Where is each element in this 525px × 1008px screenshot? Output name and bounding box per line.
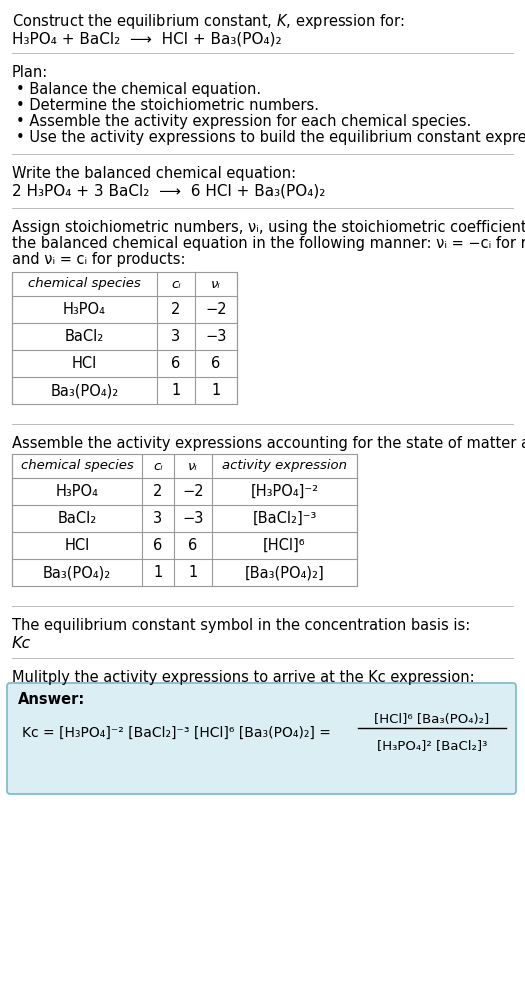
Text: [H₃PO₄]⁻²: [H₃PO₄]⁻² [250, 484, 319, 499]
Text: [Ba₃(PO₄)₂]: [Ba₃(PO₄)₂] [245, 565, 324, 580]
Text: cᵢ: cᵢ [171, 277, 181, 290]
Text: 6: 6 [188, 538, 197, 553]
Text: • Assemble the activity expression for each chemical species.: • Assemble the activity expression for e… [16, 114, 471, 129]
Text: and νᵢ = cᵢ for products:: and νᵢ = cᵢ for products: [12, 252, 185, 267]
Text: BaCl₂: BaCl₂ [57, 511, 97, 526]
Text: BaCl₂: BaCl₂ [65, 329, 104, 344]
Text: The equilibrium constant symbol in the concentration basis is:: The equilibrium constant symbol in the c… [12, 618, 470, 633]
Text: Assign stoichiometric numbers, νᵢ, using the stoichiometric coefficients, cᵢ, fr: Assign stoichiometric numbers, νᵢ, using… [12, 220, 525, 235]
Text: 1: 1 [171, 383, 181, 398]
Text: Mulitply the activity expressions to arrive at the Kᴄ expression:: Mulitply the activity expressions to arr… [12, 670, 475, 685]
Text: −2: −2 [205, 302, 227, 317]
Text: 6: 6 [212, 356, 220, 371]
Text: Construct the equilibrium constant, $K$, expression for:: Construct the equilibrium constant, $K$,… [12, 12, 405, 31]
Text: the balanced chemical equation in the following manner: νᵢ = −cᵢ for reactants: the balanced chemical equation in the fo… [12, 236, 525, 251]
Text: H₃PO₄: H₃PO₄ [63, 302, 106, 317]
Text: νᵢ: νᵢ [211, 277, 221, 290]
Text: −2: −2 [182, 484, 204, 499]
Text: 2: 2 [153, 484, 163, 499]
Text: • Use the activity expressions to build the equilibrium constant expression.: • Use the activity expressions to build … [16, 130, 525, 145]
Text: [HCl]⁶ [Ba₃(PO₄)₂]: [HCl]⁶ [Ba₃(PO₄)₂] [374, 713, 490, 726]
Text: Ba₃(PO₄)₂: Ba₃(PO₄)₂ [43, 565, 111, 580]
Text: HCl: HCl [65, 538, 90, 553]
Text: chemical species: chemical species [28, 277, 141, 290]
Text: H₃PO₄ + BaCl₂  ⟶  HCl + Ba₃(PO₄)₂: H₃PO₄ + BaCl₂ ⟶ HCl + Ba₃(PO₄)₂ [12, 31, 281, 46]
Text: Plan:: Plan: [12, 65, 48, 80]
Bar [12, 454, 357, 586]
Text: Answer:: Answer: [18, 692, 85, 707]
Text: Assemble the activity expressions accounting for the state of matter and νᵢ:: Assemble the activity expressions accoun… [12, 436, 525, 451]
FancyBboxPatch shape [7, 683, 516, 794]
Text: cᵢ: cᵢ [153, 460, 163, 473]
Text: 2: 2 [171, 302, 181, 317]
Text: • Determine the stoichiometric numbers.: • Determine the stoichiometric numbers. [16, 98, 319, 113]
Text: 3: 3 [153, 511, 163, 526]
Text: 2 H₃PO₄ + 3 BaCl₂  ⟶  6 HCl + Ba₃(PO₄)₂: 2 H₃PO₄ + 3 BaCl₂ ⟶ 6 HCl + Ba₃(PO₄)₂ [12, 184, 326, 199]
Text: νᵢ: νᵢ [188, 460, 198, 473]
Bar [12, 272, 237, 404]
Text: H₃PO₄: H₃PO₄ [56, 484, 99, 499]
Text: 1: 1 [153, 565, 163, 580]
Text: −3: −3 [182, 511, 204, 526]
Text: 3: 3 [172, 329, 181, 344]
Text: Ba₃(PO₄)₂: Ba₃(PO₄)₂ [50, 383, 119, 398]
Text: activity expression: activity expression [222, 460, 347, 473]
Text: −3: −3 [205, 329, 227, 344]
Text: 6: 6 [153, 538, 163, 553]
Text: 6: 6 [171, 356, 181, 371]
Text: • Balance the chemical equation.: • Balance the chemical equation. [16, 82, 261, 97]
Text: Kᴄ = [H₃PO₄]⁻² [BaCl₂]⁻³ [HCl]⁶ [Ba₃(PO₄)₂] =: Kᴄ = [H₃PO₄]⁻² [BaCl₂]⁻³ [HCl]⁶ [Ba₃(PO₄… [22, 726, 331, 740]
Text: HCl: HCl [72, 356, 97, 371]
Text: chemical species: chemical species [20, 460, 133, 473]
Text: [HCl]⁶: [HCl]⁶ [263, 538, 306, 553]
Text: 1: 1 [212, 383, 220, 398]
Text: [BaCl₂]⁻³: [BaCl₂]⁻³ [253, 511, 317, 526]
Text: Write the balanced chemical equation:: Write the balanced chemical equation: [12, 166, 296, 181]
Text: [H₃PO₄]² [BaCl₂]³: [H₃PO₄]² [BaCl₂]³ [377, 739, 487, 752]
Text: 1: 1 [188, 565, 197, 580]
Text: Kᴄ: Kᴄ [12, 636, 32, 651]
